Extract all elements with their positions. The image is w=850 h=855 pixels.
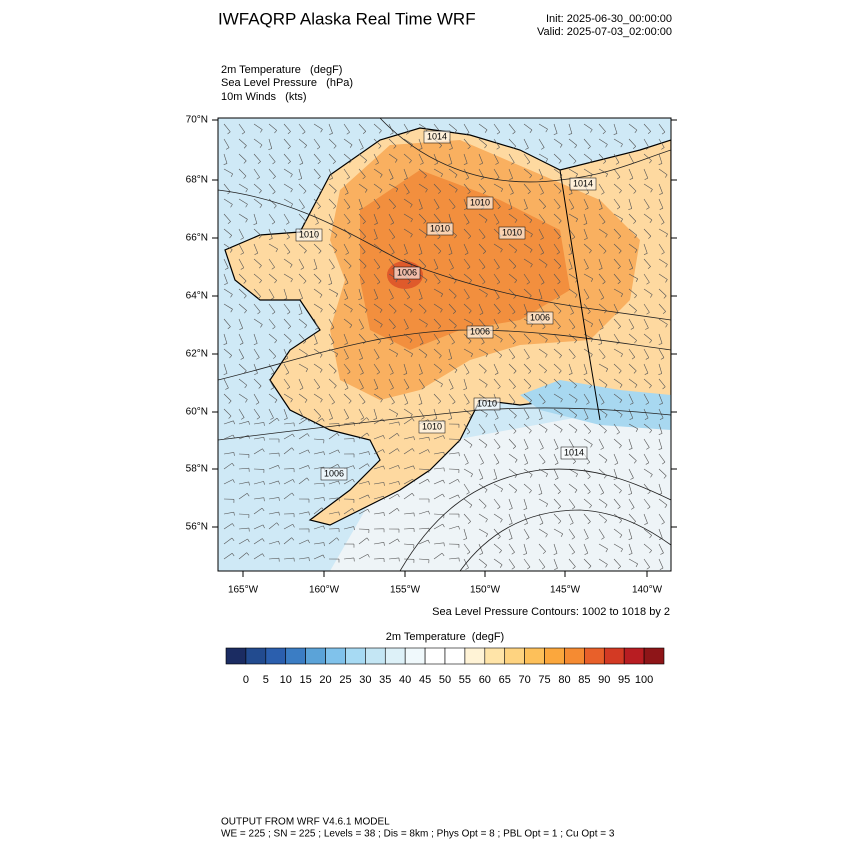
colorbar-box	[465, 648, 485, 664]
colorbar-box	[525, 648, 545, 664]
lat-label: 66°N	[186, 233, 208, 244]
lon-label: 165°W	[228, 585, 259, 596]
colorbar-tick: 0	[243, 674, 249, 686]
colorbar-tick: 100	[635, 674, 653, 686]
contour-label: 1006	[324, 468, 344, 478]
colorbar-box	[405, 648, 425, 664]
colorbar-box	[425, 648, 445, 664]
colorbar-tick: 45	[419, 674, 431, 686]
lon-label: 140°W	[632, 585, 663, 596]
contour-label: 1014	[564, 447, 584, 457]
contour-label: 1014	[573, 178, 593, 188]
footer: OUTPUT FROM WRF V4.6.1 MODEL	[221, 817, 390, 828]
contour-label: 1010	[470, 197, 490, 207]
contour-label: 1010	[430, 223, 450, 233]
contour-label: 1006	[530, 312, 550, 322]
colorbar-box	[624, 648, 644, 664]
field-label: Sea Level Pressure (hPa)	[221, 77, 353, 89]
title: IWFAQRP Alaska Real Time WRF	[218, 9, 476, 28]
contour-label: 1006	[397, 267, 417, 277]
colorbar-tick: 15	[300, 674, 312, 686]
colorbar-box	[644, 648, 664, 664]
colorbar-tick: 75	[538, 674, 550, 686]
colorbar-tick: 50	[439, 674, 451, 686]
lat-label: 68°N	[186, 175, 208, 186]
colorbar-box	[564, 648, 584, 664]
colorbar-box	[445, 648, 465, 664]
contour-label: 1014	[427, 131, 447, 141]
colorbar-tick: 25	[339, 674, 351, 686]
colorbar-box	[286, 648, 306, 664]
colorbar-box	[604, 648, 624, 664]
colorbar-box	[365, 648, 385, 664]
colorbar-tick: 70	[519, 674, 531, 686]
map-field: 1014 1014 1010 1010 1010 1010 1006 1006 1006 1010…	[218, 118, 671, 571]
colorbar-tick: 40	[399, 674, 411, 686]
lat-label: 70°N	[186, 115, 208, 126]
colorbar-tick: 85	[578, 674, 590, 686]
field-label: 2m Temperature (degF)	[221, 64, 342, 76]
colorbar-box	[226, 648, 246, 664]
colorbar-box	[584, 648, 604, 664]
contour-label: 1010	[502, 227, 522, 237]
colorbar-box	[246, 648, 266, 664]
contour-label: 1010	[299, 229, 319, 239]
valid-time: Valid: 2025-07-03_02:00:00	[537, 26, 672, 38]
colorbar-title: 2m Temperature (degF)	[386, 631, 504, 643]
lat-label: 60°N	[186, 407, 208, 418]
colorbar-box	[326, 648, 346, 664]
contour-label: 1006	[470, 326, 490, 336]
contour-note: Sea Level Pressure Contours: 1002 to 101…	[432, 606, 670, 618]
contour-label: 1010	[422, 421, 442, 431]
colorbar-tick: 55	[459, 674, 471, 686]
colorbar-box	[345, 648, 365, 664]
colorbar-tick: 60	[479, 674, 491, 686]
lon-label: 155°W	[390, 585, 421, 596]
colorbar-box	[306, 648, 326, 664]
colorbar-tick: 30	[359, 674, 371, 686]
lat-label: 56°N	[186, 522, 208, 533]
lat-label: 58°N	[186, 464, 208, 475]
lon-label: 145°W	[550, 585, 581, 596]
lat-label: 64°N	[186, 291, 208, 302]
init-time: Init: 2025-06-30_00:00:00	[546, 13, 672, 25]
colorbar-tick: 95	[618, 674, 630, 686]
colorbar-tick: 65	[499, 674, 511, 686]
colorbar-box	[385, 648, 405, 664]
colorbar-tick: 5	[263, 674, 269, 686]
colorbar-tick: 35	[379, 674, 391, 686]
lon-label: 160°W	[309, 585, 340, 596]
field-label: 10m Winds (kts)	[221, 91, 307, 103]
lon-label: 150°W	[470, 585, 501, 596]
colorbar-tick: 80	[558, 674, 570, 686]
lat-label: 62°N	[186, 349, 208, 360]
colorbar-box	[505, 648, 525, 664]
colorbar-box	[485, 648, 505, 664]
colorbar-box	[266, 648, 286, 664]
colorbar-tick: 20	[319, 674, 331, 686]
colorbar-tick: 90	[598, 674, 610, 686]
contour-label: 1010	[477, 398, 497, 408]
colorbar-tick: 10	[280, 674, 292, 686]
footer: WE = 225 ; SN = 225 ; Levels = 38 ; Dis …	[221, 829, 615, 840]
colorbar-box	[545, 648, 565, 664]
